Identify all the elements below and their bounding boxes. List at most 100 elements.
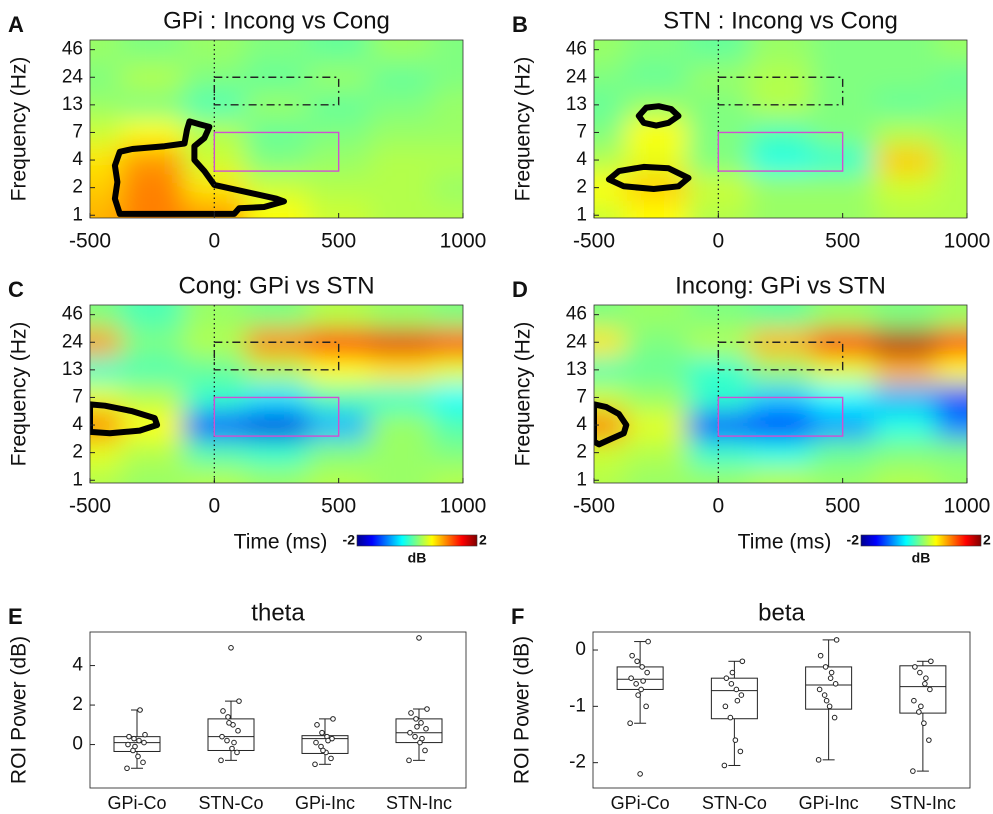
chart-title: STN : Incong vs Cong	[663, 7, 898, 34]
x-tick-label: STN-Co	[198, 793, 263, 813]
heatmap-cell	[935, 356, 967, 385]
data-point	[826, 703, 833, 710]
y-tick-label: 13	[566, 359, 587, 380]
heatmap-cell	[749, 305, 813, 329]
data-point	[328, 755, 334, 762]
data-point	[137, 707, 143, 713]
y-tick-label: 4	[576, 149, 587, 170]
data-point	[638, 686, 644, 693]
data-point	[815, 757, 822, 763]
panel-letter: F	[511, 604, 524, 629]
data-point	[727, 714, 734, 721]
data-point	[135, 753, 141, 760]
data-point	[220, 708, 226, 714]
data-point	[635, 692, 641, 698]
data-point	[627, 720, 633, 727]
heatmap-cell	[625, 201, 688, 218]
y-tick-label: 1	[576, 204, 587, 225]
data-point	[225, 714, 231, 720]
heatmap-cell	[594, 305, 626, 329]
box	[113, 736, 161, 752]
heatmap-cell	[625, 438, 688, 467]
heatmap-cell	[594, 201, 626, 218]
x-tick-label: -500	[573, 495, 615, 518]
cluster-contour	[594, 401, 630, 448]
y-tick-label: 2	[72, 694, 83, 715]
heatmap-cell	[625, 466, 688, 483]
data-point	[412, 733, 418, 740]
y-axis-label: ROI Power (dB)	[8, 636, 31, 784]
heatmap-cell	[935, 411, 967, 440]
heatmap-cell	[183, 40, 246, 64]
heatmap-cell	[121, 356, 184, 385]
panel-letter: A	[8, 12, 24, 37]
y-tick-label: 46	[566, 304, 587, 325]
heatmap-cell	[307, 201, 371, 218]
plot-frame	[592, 631, 971, 789]
heatmap-cell	[369, 91, 433, 120]
y-tick-label: 0	[575, 639, 586, 660]
y-axis-label: Frequency (Hz)	[512, 322, 535, 467]
heatmap-cell	[625, 63, 688, 92]
x-tick-label: -500	[69, 495, 111, 518]
y-tick-label: 1	[576, 469, 587, 490]
heatmap-cell	[873, 63, 937, 92]
data-point	[732, 737, 739, 743]
heatmap-cell	[431, 173, 463, 202]
heatmap-cell	[431, 411, 463, 440]
heatmap-cell	[431, 305, 463, 329]
heatmap-cell	[121, 201, 184, 218]
data-point	[408, 710, 414, 716]
heatmap-cell	[307, 305, 371, 329]
y-tick-label: 24	[566, 331, 588, 352]
outlier	[228, 644, 234, 651]
heatmap-cell	[121, 40, 184, 64]
heatmap-cell	[369, 173, 433, 202]
data-point	[314, 722, 320, 728]
roi-box	[213, 341, 340, 371]
y-tick-label: -1	[569, 695, 586, 716]
x-tick-label: 1000	[440, 230, 487, 253]
heatmap-cell	[431, 356, 463, 385]
data-point	[140, 759, 146, 766]
y-tick-label: 46	[62, 304, 83, 325]
heatmap-cell	[749, 438, 813, 467]
y-tick-label: -2	[569, 752, 586, 773]
y-axis-label: Frequency (Hz)	[8, 322, 31, 467]
heatmap-cell	[183, 438, 246, 467]
outlier	[637, 771, 643, 777]
heatmap-cell	[687, 173, 750, 202]
data-point	[927, 686, 933, 693]
heatmap-cell	[935, 146, 967, 175]
heatmap-cell	[90, 466, 122, 483]
panel-letter: D	[512, 277, 528, 302]
heatmap-cell	[431, 91, 463, 120]
y-tick-label: 4	[72, 149, 83, 170]
heatmap-cell	[935, 438, 967, 467]
heatmap-cell	[935, 466, 967, 483]
y-axis-label: ROI Power (dB)	[511, 636, 534, 784]
x-tick-label: STN-Co	[702, 793, 767, 813]
heatmap-cell	[935, 91, 967, 120]
heatmap-cell	[873, 438, 937, 467]
data-point	[911, 697, 917, 704]
heatmap-cell	[625, 40, 688, 64]
heatmap-cell	[245, 146, 309, 175]
y-tick-label: 46	[62, 39, 83, 60]
heatmap-cell	[594, 118, 626, 147]
data-point	[928, 658, 934, 665]
heatmap-cell	[811, 466, 875, 483]
data-point	[628, 675, 634, 681]
heatmap-cell	[873, 173, 937, 202]
data-point	[235, 727, 241, 734]
data-point	[126, 733, 132, 740]
x-tick-label: GPi-Inc	[295, 793, 355, 813]
x-tick-label: 1000	[944, 230, 991, 253]
data-point	[823, 697, 830, 704]
colorbar	[860, 534, 982, 547]
heatmap-cell	[431, 146, 463, 175]
data-point	[231, 739, 237, 746]
heatmap-cell	[431, 383, 463, 412]
heatmap-cell	[90, 91, 122, 120]
data-point	[413, 716, 419, 722]
